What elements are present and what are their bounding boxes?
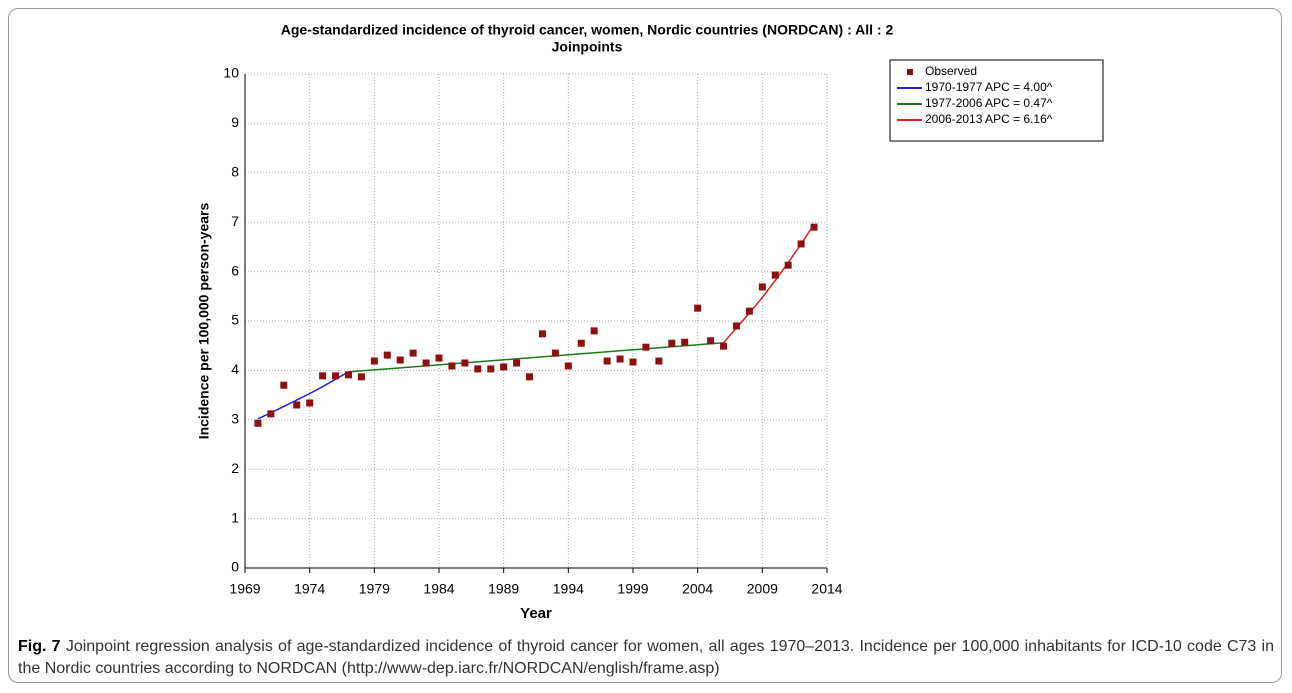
y-tick-label: 10	[223, 65, 239, 81]
observed-point	[293, 401, 301, 409]
x-tick-label: 1999	[617, 581, 648, 597]
figure-frame	[8, 8, 1282, 683]
x-tick-label: 1984	[423, 581, 454, 597]
x-tick-label: 2014	[811, 581, 842, 597]
observed-point	[513, 359, 521, 367]
chart-title: Joinpoints	[552, 39, 623, 55]
observed-point	[461, 359, 469, 367]
observed-point	[590, 327, 598, 335]
observed-point	[357, 373, 365, 381]
y-tick-label: 4	[231, 361, 239, 377]
legend-label: 1977-2006 APC = 0.47^	[925, 96, 1053, 110]
legend-marker	[907, 69, 913, 75]
observed-point	[267, 410, 275, 418]
observed-point	[732, 322, 740, 330]
observed-point	[694, 304, 702, 312]
observed-point	[771, 271, 779, 279]
x-tick-label: 1979	[359, 581, 390, 597]
observed-point	[745, 307, 753, 315]
legend-box	[889, 59, 1104, 142]
observed-point	[409, 349, 417, 357]
x-tick-label: 2009	[747, 581, 778, 597]
x-tick-label: 1994	[553, 581, 584, 597]
observed-point	[487, 365, 495, 373]
chart-title: Age-standardized incidence of thyroid ca…	[281, 22, 894, 38]
y-tick-label: 9	[231, 114, 239, 130]
observed-point	[254, 419, 262, 427]
y-tick-label: 2	[231, 460, 239, 476]
observed-point	[655, 357, 663, 365]
observed-point	[280, 381, 288, 389]
observed-point	[797, 240, 805, 248]
observed-point	[306, 399, 314, 407]
observed-point	[474, 365, 482, 373]
chart: Age-standardized incidence of thyroid ca…	[196, 22, 1104, 622]
observed-point	[332, 372, 340, 380]
y-tick-label: 3	[231, 411, 239, 427]
observed-point	[448, 362, 456, 370]
observed-point	[344, 371, 352, 379]
observed-point	[319, 372, 327, 380]
x-tick-label: 2004	[682, 581, 713, 597]
x-axis-label: Year	[520, 605, 552, 622]
y-tick-label: 6	[231, 262, 239, 278]
observed-point	[668, 339, 676, 347]
observed-point	[422, 359, 430, 367]
caption-text: Joinpoint regression analysis of age-sta…	[18, 638, 1275, 677]
legend-label: Observed	[925, 64, 977, 78]
y-axis-label: Incidence per 100,000 person-years	[196, 203, 212, 440]
observed-point	[370, 357, 378, 365]
observed-point	[603, 357, 611, 365]
observed-point	[707, 337, 715, 345]
observed-point	[551, 349, 559, 357]
observed-point	[396, 356, 404, 364]
fit-line	[348, 341, 724, 373]
observed-point	[435, 354, 443, 362]
observed-point	[629, 358, 637, 366]
y-tick-label: 1	[231, 509, 239, 525]
observed-point	[616, 355, 624, 363]
observed-point	[642, 343, 650, 351]
observed-point	[577, 339, 585, 347]
y-tick-label: 0	[231, 559, 239, 575]
x-tick-label: 1989	[488, 581, 519, 597]
observed-point	[784, 261, 792, 269]
y-tick-label: 5	[231, 312, 239, 328]
observed-point	[500, 363, 508, 371]
observed-point	[681, 338, 689, 346]
observed-point	[526, 373, 534, 381]
x-tick-label: 1974	[294, 581, 325, 597]
legend-label: 1970-1977 APC = 4.00^	[925, 80, 1053, 94]
x-tick-label: 1969	[229, 581, 260, 597]
y-tick-label: 8	[231, 164, 239, 180]
legend-label: 2006-2013 APC = 6.16^	[925, 112, 1053, 126]
observed-point	[538, 330, 546, 338]
observed-point	[564, 362, 572, 370]
caption: Fig. 7 Joinpoint regression analysis of …	[18, 636, 1274, 680]
observed-point	[810, 223, 818, 231]
observed-point	[758, 283, 766, 291]
observed-point	[720, 342, 728, 350]
caption-label: Fig. 7	[18, 638, 61, 655]
y-tick-label: 7	[231, 213, 239, 229]
observed-point	[383, 351, 391, 359]
